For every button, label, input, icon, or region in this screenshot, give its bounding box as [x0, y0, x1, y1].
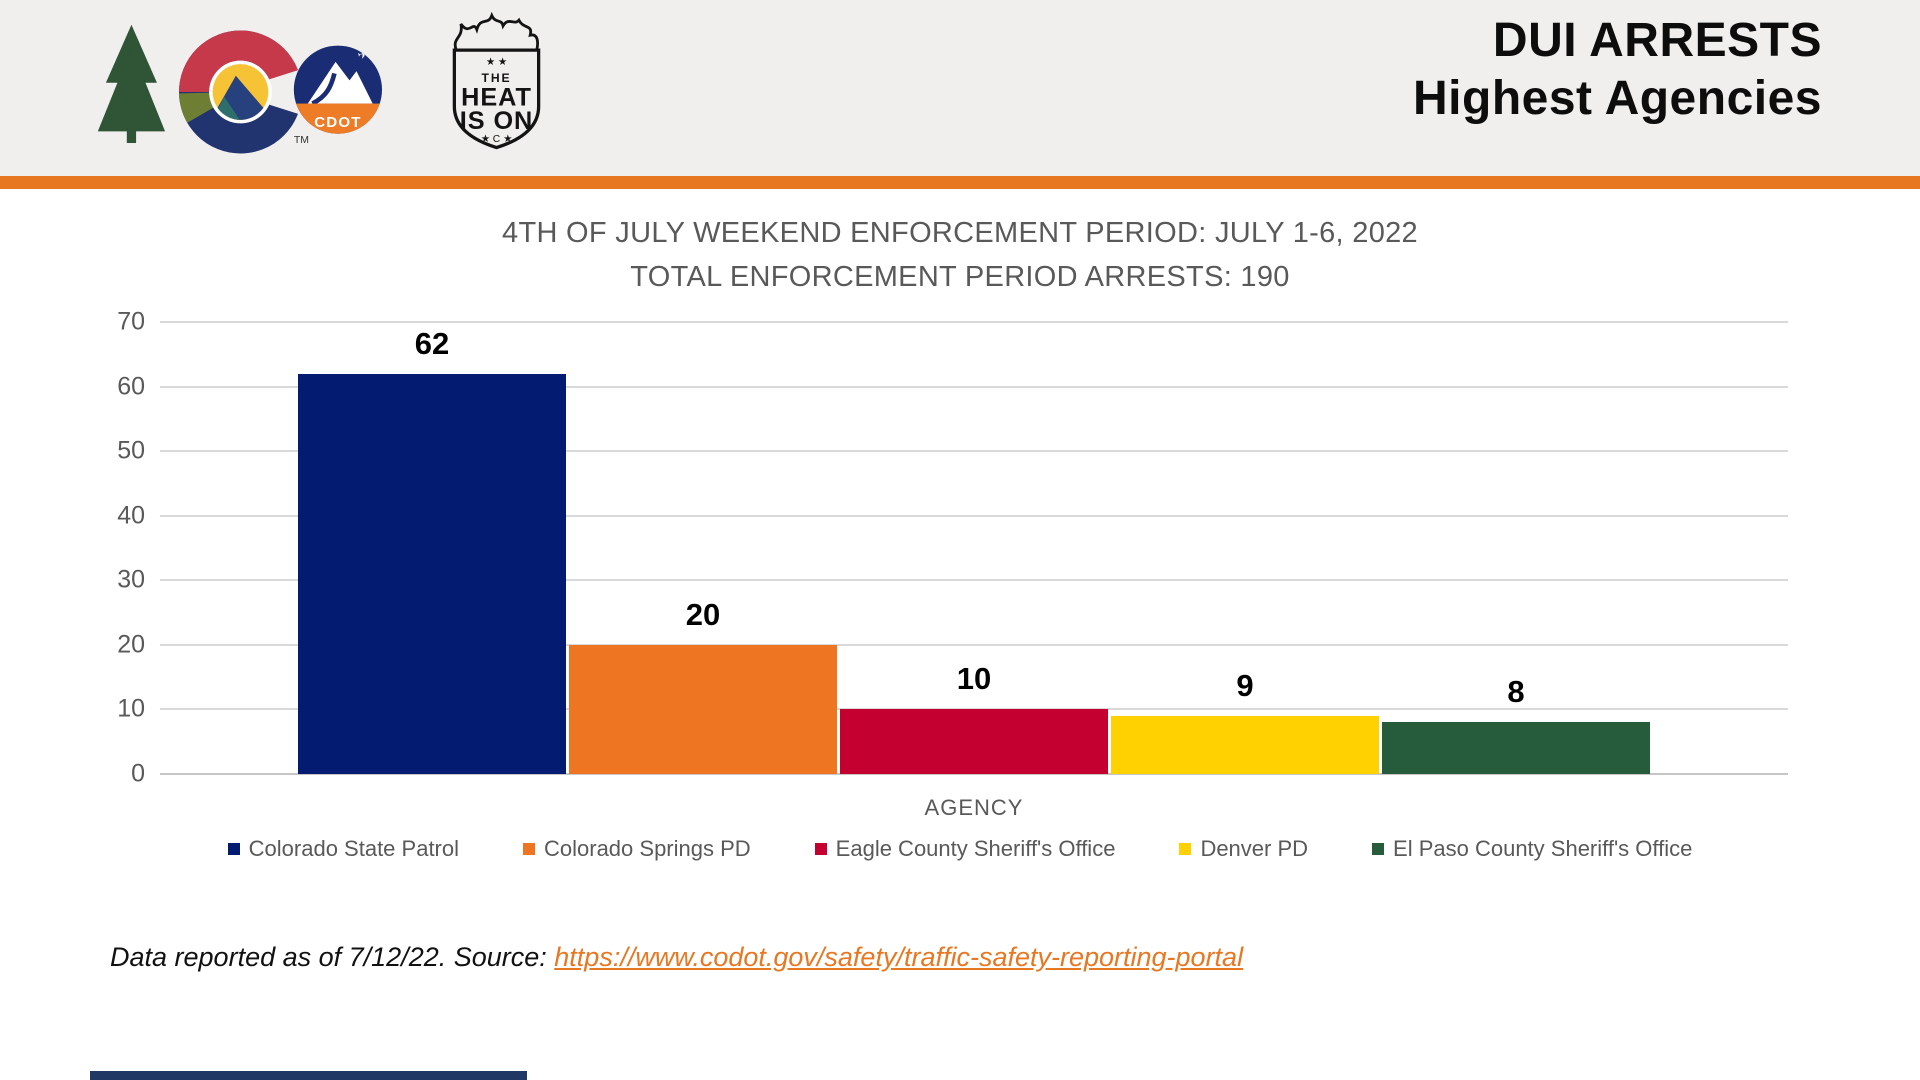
badge-line-the: THE	[482, 71, 512, 85]
source-note: Data reported as of 7/12/22. Source: htt…	[110, 942, 1243, 973]
colorado-cdot-logo-icon: TM ✈ CDOT	[97, 24, 382, 154]
bar-slot-colorado-state-patrol: 62	[298, 322, 566, 774]
page-title: DUI ARRESTS Highest Agencies	[1413, 12, 1822, 127]
gridline	[160, 450, 1788, 453]
y-tick-label: 10	[117, 694, 145, 723]
gridline	[160, 773, 1788, 775]
bar-colorado-springs-pd	[569, 644, 837, 774]
legend: Colorado State Patrol Colorado Springs PD…	[0, 836, 1920, 862]
legend-swatch-icon	[814, 843, 827, 855]
legend-item-colorado-springs-pd: Colorado Springs PD	[523, 836, 751, 862]
chart-title-line2: TOTAL ENFORCEMENT PERIOD ARRESTS: 190	[630, 260, 1290, 293]
x-axis-label: AGENCY	[924, 795, 1024, 820]
y-tick-label: 0	[131, 759, 145, 788]
y-tick-label: 60	[117, 372, 145, 401]
legend-item-eagle-county-sheriff-s-office: Eagle County Sheriff's Office	[814, 836, 1116, 862]
y-axis: 70 60 50 40 30 20 10 0	[55, 308, 145, 788]
bar-denver-pd	[1111, 715, 1379, 774]
colorado-c-icon: TM	[178, 30, 318, 154]
gridline	[160, 579, 1788, 582]
chart-title-line1: 4TH OF JULY WEEKEND ENFORCEMENT PERIOD: …	[502, 217, 1418, 249]
bar-value-label: 9	[1236, 667, 1254, 703]
plot-area: 62 20 10 9 8	[160, 321, 1788, 775]
bar-value-label: 62	[414, 325, 450, 361]
bars: 62 20 10 9 8	[160, 322, 1788, 774]
legend-item-denver-pd: Denver PD	[1179, 836, 1308, 862]
gridline	[160, 708, 1788, 711]
gridline	[160, 385, 1788, 388]
legend-swatch-icon	[1372, 843, 1385, 855]
badge-top-stars: ★ ★	[486, 57, 507, 68]
badge-bottom-row: ★ C ★	[481, 134, 513, 145]
bar-eagle-county-sheriff-s-office	[840, 709, 1108, 774]
cdot-badge-icon: ✈ CDOT	[293, 45, 382, 134]
y-tick-label: 40	[117, 501, 145, 530]
legend-label: Eagle County Sheriff's Office	[835, 836, 1116, 861]
page-title-line1: DUI ARRESTS	[1492, 14, 1822, 67]
bar-colorado-state-patrol	[298, 373, 566, 774]
legend-item-colorado-state-patrol: Colorado State Patrol	[227, 836, 459, 862]
source-note-text: Data reported as of 7/12/22. Source:	[110, 942, 555, 972]
page-title-line2: Highest Agencies	[1413, 71, 1822, 125]
legend-label: Denver PD	[1200, 836, 1309, 861]
badge-line-ison: IS ON	[460, 107, 533, 135]
y-tick-label: 50	[117, 436, 145, 465]
legend-label: El Paso County Sheriff's Office	[1393, 836, 1693, 861]
source-link[interactable]: https://www.codot.gov/safety/traffic-saf…	[554, 942, 1244, 972]
bar-slot-denver-pd: 9	[1111, 322, 1379, 774]
header-orange-rule	[0, 176, 1920, 189]
y-tick-label: 70	[117, 307, 145, 336]
gridline	[160, 321, 1788, 323]
legend-swatch-icon	[1179, 843, 1192, 855]
trademark-text: TM	[294, 135, 309, 146]
legend-swatch-icon	[227, 843, 240, 855]
bar-value-label: 10	[956, 661, 992, 697]
gridline	[160, 514, 1788, 517]
pine-tree-icon	[97, 24, 166, 144]
chart-title: 4TH OF JULY WEEKEND ENFORCEMENT PERIOD: …	[0, 212, 1920, 299]
bar-slot-colorado-springs-pd: 20	[569, 322, 837, 774]
bar-slot-el-paso-county-sheriff-s-office: 8	[1382, 322, 1650, 774]
legend-swatch-icon	[523, 843, 535, 855]
bar-el-paso-county-sheriff-s-office	[1382, 722, 1650, 774]
legend-item-el-paso-county-sheriff-s-office: El Paso County Sheriff's Office	[1372, 836, 1692, 862]
bar-slot-eagle-county-sheriff-s-office: 10	[840, 322, 1108, 774]
bottom-accent-bar	[90, 1071, 527, 1080]
badge-line-heat: HEAT	[461, 83, 532, 111]
y-tick-label: 20	[117, 630, 145, 659]
bar-value-label: 8	[1507, 674, 1525, 710]
gridline	[160, 643, 1788, 646]
svg-text:✈: ✈	[356, 45, 370, 62]
legend-label: Colorado State Patrol	[248, 836, 459, 861]
cdot-label: CDOT	[314, 114, 361, 131]
heat-is-on-badge-icon: ★ ★ THE HEAT IS ON ★ C ★	[452, 11, 541, 150]
legend-label: Colorado Springs PD	[544, 836, 751, 861]
bar-value-label: 20	[685, 596, 721, 632]
y-tick-label: 30	[117, 565, 145, 594]
